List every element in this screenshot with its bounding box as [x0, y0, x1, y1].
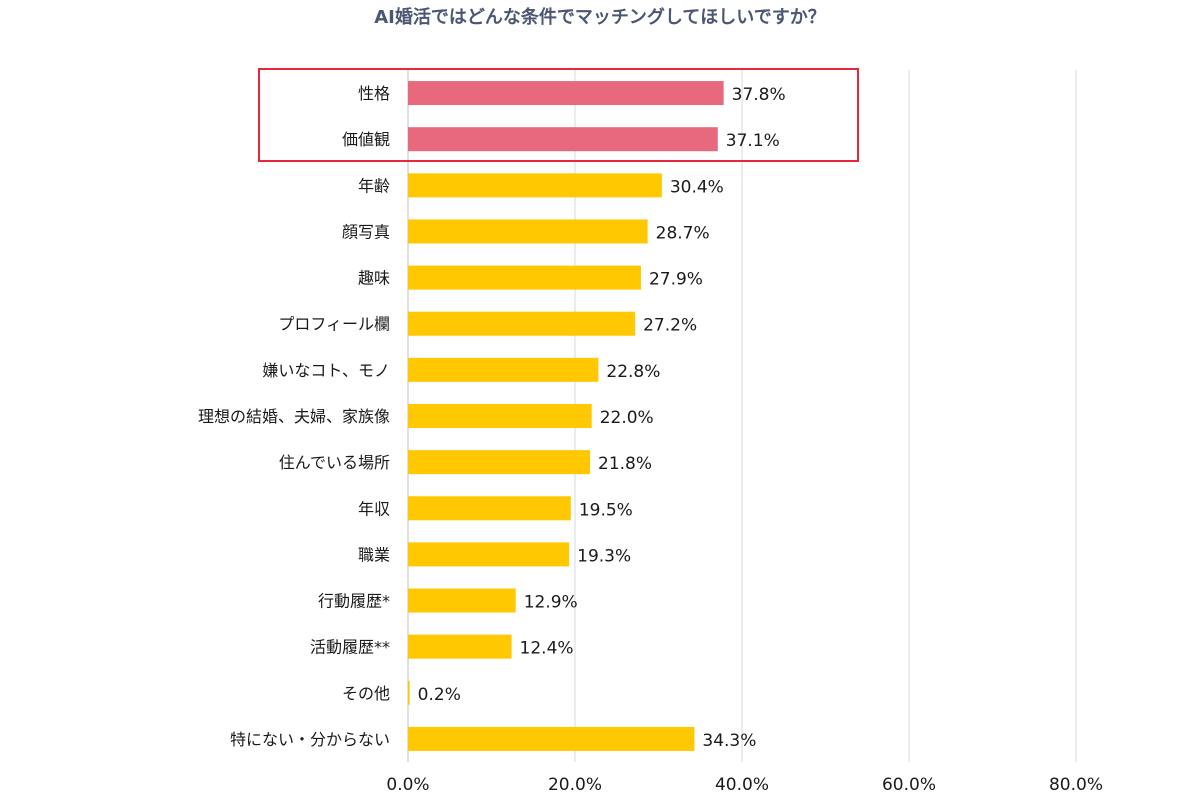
- category-label: 行動履歴*: [318, 592, 390, 611]
- value-label: 19.3%: [577, 546, 631, 566]
- value-label: 30.4%: [670, 177, 724, 197]
- bar: [408, 265, 641, 290]
- category-label: 性格: [358, 84, 390, 103]
- category-label: 趣味: [358, 269, 390, 288]
- category-label: 嫌いなコト、モノ: [262, 361, 390, 380]
- x-tick-label: 40.0%: [715, 775, 769, 795]
- value-label: 0.2%: [418, 685, 461, 705]
- x-tick-label: 60.0%: [882, 775, 936, 795]
- category-label: その他: [342, 684, 390, 703]
- category-label: 住んでいる場所: [279, 453, 390, 472]
- value-label: 22.8%: [606, 362, 660, 382]
- category-label: 顔写真: [342, 222, 390, 241]
- labels: 性格 37.8% 価値観 37.1% 年齢 30.4% 顔写真 28.7% 趣味 27.9% プロフ…: [198, 84, 786, 751]
- value-label: 22.0%: [600, 408, 654, 428]
- bar: [408, 81, 724, 106]
- bar: [408, 588, 516, 613]
- value-label: 28.7%: [656, 223, 710, 243]
- bar: [408, 542, 570, 567]
- bar: [408, 357, 599, 382]
- highlight-box: [258, 68, 859, 162]
- value-label: 19.5%: [579, 500, 633, 520]
- category-label: 年齢: [358, 176, 390, 195]
- x-tick-label: 80.0%: [1049, 775, 1103, 795]
- value-label: 12.9%: [524, 593, 578, 613]
- category-label: 理想の結婚、夫婦、家族像: [198, 407, 390, 426]
- category-label: 活動履歴**: [310, 638, 390, 657]
- bar: [408, 311, 636, 336]
- x-tick-label: 0.0%: [386, 775, 429, 795]
- bar: [408, 404, 592, 428]
- bar: [408, 173, 662, 198]
- value-label: 27.2%: [643, 316, 697, 336]
- value-label: 34.3%: [702, 731, 756, 751]
- x-tick-label: 20.0%: [548, 775, 602, 795]
- bar: [408, 127, 718, 152]
- bar: [408, 726, 695, 751]
- bar: [408, 219, 648, 244]
- value-label: 12.4%: [520, 639, 574, 659]
- value-label: 21.8%: [598, 454, 652, 474]
- x-axis-ticks: 0.0% 20.0% 40.0% 60.0% 80.0%: [386, 775, 1103, 795]
- value-label: 37.1%: [726, 131, 780, 151]
- bar: [408, 634, 512, 659]
- value-label: 27.9%: [649, 270, 703, 290]
- bars: [408, 81, 724, 751]
- category-label: 年収: [358, 499, 390, 518]
- value-label: 37.8%: [732, 85, 786, 105]
- category-label: プロフィール欄: [278, 315, 390, 334]
- chart-title: AI婚活ではどんな条件でマッチングしてほしいですか？: [374, 7, 826, 28]
- bar: [408, 680, 410, 705]
- category-label: 特にない・分からない: [230, 730, 390, 749]
- category-label: 職業: [358, 545, 390, 564]
- bar: [408, 496, 571, 521]
- bar: [408, 450, 591, 475]
- category-label: 価値観: [342, 130, 390, 149]
